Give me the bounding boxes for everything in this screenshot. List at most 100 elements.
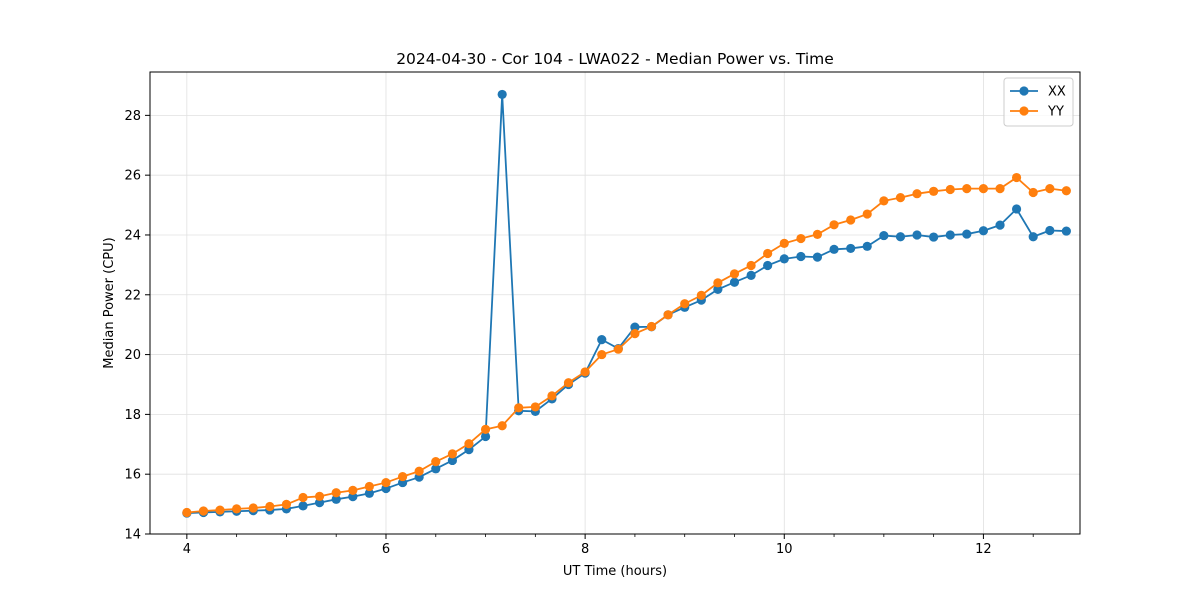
y-tick-label: 22	[124, 288, 141, 303]
data-point-yy	[929, 186, 939, 196]
data-point-yy	[862, 209, 872, 219]
data-point-yy	[829, 220, 839, 230]
data-point-yy	[812, 229, 823, 239]
data-point-yy	[547, 391, 557, 401]
x-tick-label: 8	[581, 542, 589, 557]
data-point-yy	[1061, 186, 1071, 196]
data-point-yy	[398, 471, 408, 482]
data-point-yy	[729, 269, 740, 279]
data-point-xx	[480, 431, 491, 442]
data-point-xx	[1011, 204, 1022, 214]
data-point-yy	[464, 439, 474, 449]
x-tick-label: 4	[183, 542, 191, 557]
data-point-yy	[779, 238, 789, 248]
legend-label-yy: YY	[1047, 105, 1064, 120]
data-point-yy	[480, 424, 491, 434]
y-tick-label: 16	[124, 468, 141, 483]
data-point-yy	[646, 321, 657, 332]
data-point-yy	[746, 260, 756, 271]
data-point-yy	[232, 504, 242, 514]
data-point-xx	[364, 488, 374, 498]
data-point-xx	[597, 335, 607, 345]
data-point-xx	[497, 89, 507, 100]
data-point-xx	[879, 230, 889, 241]
data-point-yy	[431, 457, 441, 467]
legend: XX YY	[1003, 77, 1074, 127]
data-point-yy	[995, 184, 1005, 194]
data-point-xx	[1045, 225, 1055, 236]
data-point-xx	[1061, 226, 1071, 236]
data-point-xx	[298, 501, 308, 511]
data-point-yy	[978, 184, 989, 194]
data-point-yy	[265, 501, 275, 512]
data-point-xx	[862, 241, 872, 251]
data-point-xx	[729, 277, 740, 287]
y-tick-label: 28	[124, 109, 141, 124]
data-point-yy	[381, 477, 391, 488]
data-point-xx	[978, 226, 989, 236]
data-point-yy	[447, 449, 457, 459]
data-point-yy	[1045, 184, 1055, 194]
data-point-yy	[763, 248, 773, 259]
data-point-xx	[912, 230, 922, 240]
data-point-xx	[447, 455, 457, 466]
data-point-yy	[281, 499, 292, 509]
data-point-yy	[796, 233, 806, 244]
data-point-yy	[580, 367, 590, 377]
data-point-yy	[198, 506, 209, 516]
data-point-yy	[912, 189, 922, 199]
x-tick-label: 12	[975, 542, 992, 557]
data-point-yy	[348, 485, 358, 495]
data-point-xx	[796, 251, 806, 262]
data-point-xx	[829, 244, 839, 254]
data-point-xx	[945, 230, 955, 240]
data-point-yy	[895, 192, 906, 203]
series-line-xx	[186, 93, 1067, 514]
data-point-yy	[846, 215, 856, 225]
data-point-xx	[962, 229, 972, 239]
data-point-yy	[879, 196, 889, 206]
data-point-xx	[431, 464, 441, 474]
plot-frame	[149, 71, 1081, 535]
data-point-xx	[331, 494, 341, 504]
data-point-yy	[563, 378, 574, 388]
chart-title: 2024-04-30 - Cor 104 - LWA022 - Median P…	[396, 50, 834, 68]
data-point-yy	[530, 402, 540, 412]
x-tick-label: 10	[776, 542, 793, 557]
grid	[150, 72, 1080, 535]
data-point-xx	[895, 232, 906, 242]
data-point-yy	[680, 299, 690, 309]
data-point-yy	[514, 403, 524, 413]
data-point-yy	[364, 481, 374, 492]
y-tick-label: 26	[124, 169, 141, 184]
data-point-xx	[779, 254, 789, 264]
data-point-xx	[630, 322, 640, 332]
data-point-xx	[1028, 232, 1038, 242]
data-point-yy	[248, 503, 258, 513]
y-axis-label: Median Power (CPU)	[102, 237, 117, 368]
data-point-yy	[696, 290, 706, 300]
data-point-yy	[298, 492, 308, 503]
series-layer	[182, 89, 1071, 518]
data-point-xx	[746, 270, 756, 280]
data-point-xx	[929, 232, 939, 242]
data-point-yy	[215, 505, 225, 515]
data-point-yy	[945, 184, 955, 195]
data-point-yy	[597, 349, 607, 360]
data-point-yy	[713, 278, 723, 288]
data-point-yy	[1028, 187, 1038, 198]
legend-marker-yy	[1019, 106, 1029, 116]
legend-label-xx: XX	[1048, 85, 1066, 100]
data-point-xx	[995, 220, 1005, 230]
data-point-yy	[1011, 172, 1022, 183]
data-point-yy	[314, 491, 325, 501]
data-point-yy	[182, 507, 192, 518]
data-point-xx	[763, 260, 773, 271]
data-point-yy	[663, 310, 673, 320]
data-point-yy	[613, 344, 623, 354]
data-point-xx	[713, 284, 723, 294]
axis-ticks: 4 6 8 10 12 14 16 18 20 22 24 26 28	[124, 109, 1034, 557]
y-tick-label: 20	[124, 348, 141, 363]
data-point-xx	[846, 243, 856, 254]
